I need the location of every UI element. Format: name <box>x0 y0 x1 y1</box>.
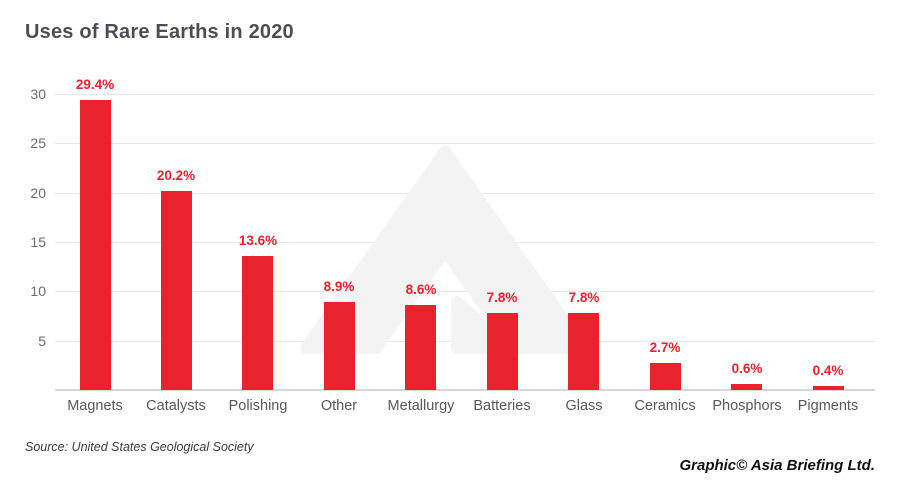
bar-phosphors <box>731 384 762 390</box>
value-label-magnets: 29.4% <box>75 77 115 92</box>
bar-polishing <box>242 255 273 390</box>
chart-title: Uses of Rare Earths in 2020 <box>25 21 294 43</box>
category-label-magnets: Magnets <box>67 398 123 414</box>
bar-batteries <box>487 313 518 390</box>
gridline-30 <box>55 94 875 95</box>
category-label-glass: Glass <box>565 398 603 414</box>
y-axis-tick-5: 5 <box>38 333 46 349</box>
bar-other <box>324 302 355 390</box>
bar-pigments <box>813 386 844 390</box>
value-label-batteries: 7.8% <box>486 290 518 305</box>
bar-glass <box>568 313 599 390</box>
gridline-25 <box>55 143 875 144</box>
category-label-catalysts: Catalysts <box>146 398 206 414</box>
y-axis-tick-30: 30 <box>30 86 46 102</box>
value-label-phosphors: 0.6% <box>731 361 763 376</box>
y-axis-tick-25: 25 <box>30 135 46 151</box>
value-label-glass: 7.8% <box>568 290 600 305</box>
value-label-pigments: 0.4% <box>812 363 844 378</box>
y-axis-tick-15: 15 <box>30 234 46 250</box>
value-label-other: 8.9% <box>323 279 355 294</box>
x-axis-baseline <box>55 389 875 391</box>
credit-note: Graphic© Asia Briefing Ltd. <box>679 457 875 474</box>
category-label-phosphors: Phosphors <box>712 398 782 414</box>
category-label-ceramics: Ceramics <box>634 398 696 414</box>
category-label-batteries: Batteries <box>473 398 531 414</box>
bar-ceramics <box>650 363 681 390</box>
category-label-polishing: Polishing <box>228 398 288 414</box>
value-label-catalysts: 20.2% <box>156 168 196 183</box>
value-label-metallurgy: 8.6% <box>405 282 437 297</box>
y-axis-tick-20: 20 <box>30 185 46 201</box>
value-label-polishing: 13.6% <box>238 233 278 248</box>
bar-magnets <box>80 99 111 390</box>
gridline-10 <box>55 291 875 292</box>
bar-catalysts <box>161 190 192 390</box>
category-label-pigments: Pigments <box>797 398 859 414</box>
category-label-metallurgy: Metallurgy <box>387 398 455 414</box>
category-label-other: Other <box>320 398 358 414</box>
value-label-ceramics: 2.7% <box>649 340 681 355</box>
y-axis-tick-10: 10 <box>30 283 46 299</box>
bar-metallurgy <box>405 305 436 390</box>
source-note: Source: United States Geological Society <box>25 440 254 454</box>
